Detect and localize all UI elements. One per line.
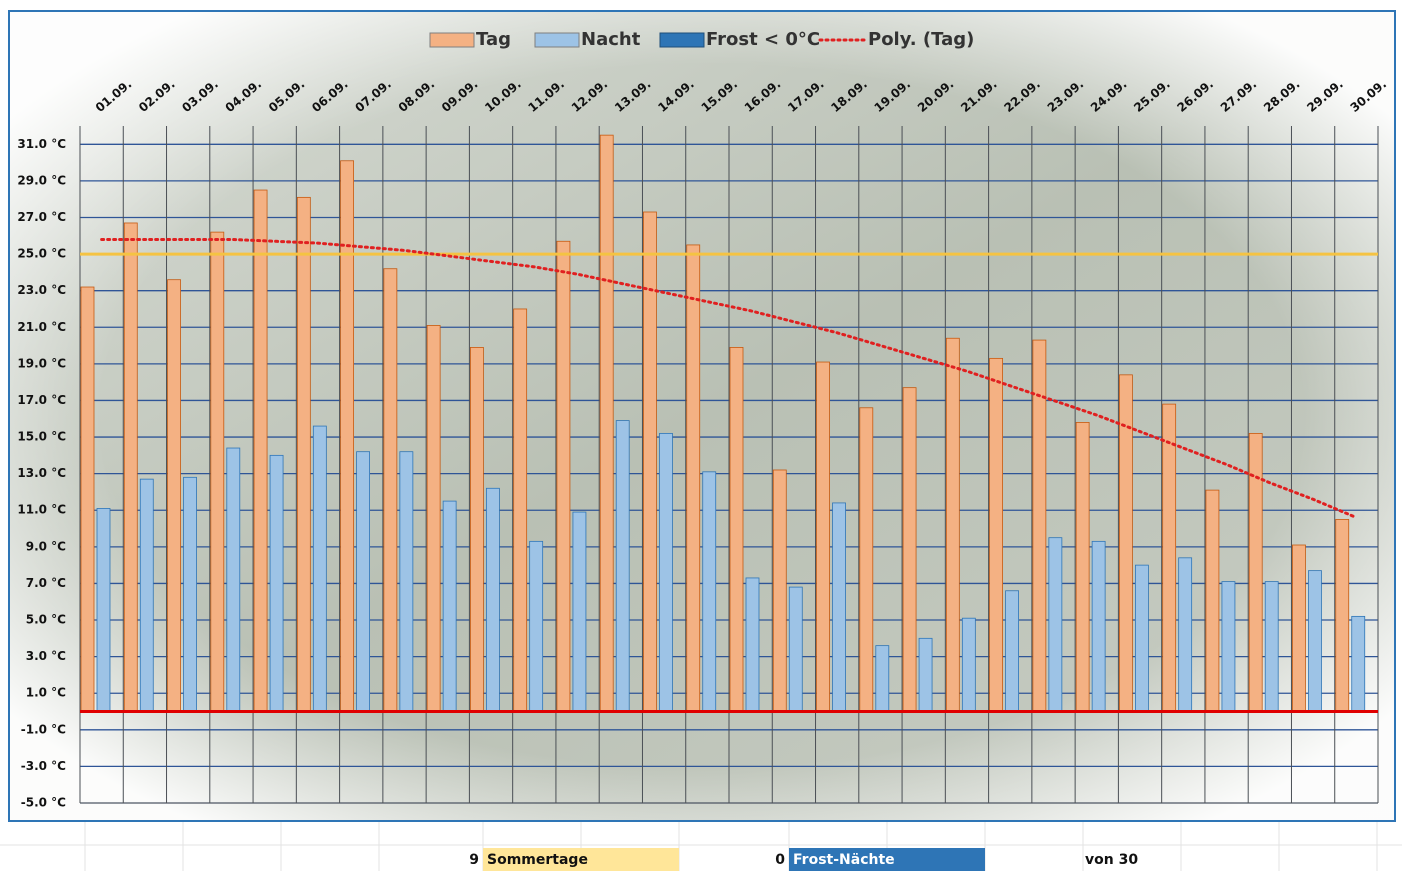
frost-count: 0 — [775, 852, 785, 868]
bar — [81, 287, 94, 711]
bar — [903, 388, 916, 712]
bar — [227, 448, 240, 711]
bar — [168, 280, 181, 712]
sheet: 9 Sommertage 0 Frost-Nächte von 30 -5.0 … — [0, 0, 1402, 871]
bar — [140, 479, 153, 711]
bar — [357, 452, 370, 712]
bar — [789, 587, 802, 711]
bar — [297, 197, 310, 711]
bar — [254, 190, 267, 711]
y-tick-label: 25.0 °C — [17, 247, 66, 261]
bar — [1049, 538, 1062, 712]
bar — [946, 338, 959, 711]
bar — [833, 503, 846, 712]
y-tick-label: 7.0 °C — [26, 576, 66, 590]
bar — [184, 477, 197, 711]
bar — [270, 455, 283, 711]
page: {"chart_data": {"type": "bar", "categori… — [0, 0, 1402, 871]
bar — [1222, 582, 1235, 712]
bar — [384, 269, 397, 712]
sommer-label: Sommertage — [487, 852, 588, 868]
bar — [703, 472, 716, 712]
bar — [1352, 616, 1365, 711]
bar — [211, 232, 224, 711]
bar — [876, 646, 889, 712]
bar — [687, 245, 700, 712]
bar — [1076, 422, 1089, 711]
y-tick-label: 15.0 °C — [17, 430, 66, 444]
bar — [530, 541, 543, 711]
legend-label: Nacht — [581, 29, 641, 50]
legend-swatch — [660, 33, 704, 47]
bar — [1179, 558, 1192, 712]
legend-label: Poly. (Tag) — [868, 29, 974, 50]
y-tick-label: 31.0 °C — [17, 137, 66, 151]
bar — [1092, 541, 1105, 711]
bar — [659, 433, 672, 711]
bar — [573, 512, 586, 711]
bar — [746, 578, 759, 712]
bar — [817, 362, 830, 711]
bar — [557, 241, 570, 711]
bar — [990, 358, 1003, 711]
bar — [514, 309, 527, 712]
bar — [1336, 519, 1349, 711]
y-tick-label: 5.0 °C — [26, 613, 66, 627]
y-tick-label: 1.0 °C — [26, 686, 66, 700]
bar — [1006, 591, 1019, 712]
bar — [1265, 582, 1278, 712]
bar — [341, 161, 354, 712]
bar — [400, 452, 413, 712]
bar — [860, 408, 873, 712]
legend-label: Frost < 0°C — [706, 29, 820, 50]
bar — [600, 135, 613, 711]
bar — [643, 212, 656, 712]
bar — [97, 508, 110, 711]
bar — [919, 638, 932, 711]
y-tick-label: 19.0 °C — [17, 356, 66, 370]
y-tick-label: 21.0 °C — [17, 320, 66, 334]
y-tick-label: 23.0 °C — [17, 283, 66, 297]
bar — [443, 501, 456, 711]
y-tick-label: 29.0 °C — [17, 173, 66, 187]
sommer-count: 9 — [469, 852, 479, 868]
y-tick-label: 3.0 °C — [26, 649, 66, 663]
bar — [1163, 404, 1176, 711]
bar — [470, 347, 483, 711]
y-tick-label: -5.0 °C — [21, 796, 66, 810]
bar — [427, 325, 440, 711]
bar — [773, 470, 786, 712]
bar — [1206, 490, 1219, 711]
y-tick-label: 17.0 °C — [17, 393, 66, 407]
frost-label: Frost-Nächte — [793, 852, 895, 868]
bar — [313, 426, 326, 711]
y-tick-label: 13.0 °C — [17, 466, 66, 480]
legend-label: Tag — [476, 29, 511, 50]
bar — [616, 421, 629, 712]
y-tick-label: 11.0 °C — [17, 503, 66, 517]
legend-swatch — [430, 33, 474, 47]
y-tick-label: 9.0 °C — [26, 539, 66, 553]
bar — [486, 488, 499, 711]
bar — [1135, 565, 1148, 711]
y-tick-label: -3.0 °C — [21, 759, 66, 773]
y-tick-label: -1.0 °C — [21, 722, 66, 736]
bar — [730, 347, 743, 711]
sheet-grid — [0, 822, 1402, 871]
bar — [124, 223, 137, 712]
y-tick-label: 27.0 °C — [17, 210, 66, 224]
legend-swatch — [535, 33, 579, 47]
bar — [1308, 571, 1321, 712]
bar — [1292, 545, 1305, 712]
total-label: von 30 — [1085, 852, 1138, 868]
bar — [962, 618, 975, 711]
